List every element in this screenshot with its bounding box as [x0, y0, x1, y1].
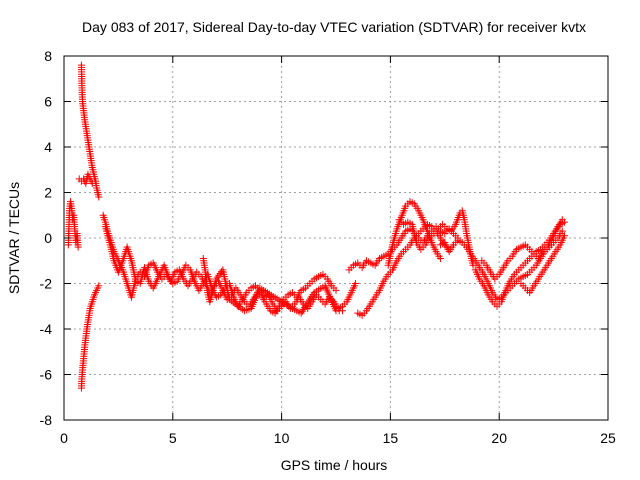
data-point [215, 271, 223, 279]
data-series-kvtx [64, 61, 568, 392]
grid [64, 56, 608, 420]
y-axis-title: SDTVAR / TECUs [6, 182, 22, 294]
data-point [560, 218, 568, 226]
x-tick-label: 5 [169, 430, 177, 446]
data-point [352, 280, 360, 287]
y-tick-label: 0 [44, 230, 52, 246]
y-tick-label: -6 [40, 367, 53, 383]
data-point [339, 307, 347, 315]
data-point [332, 286, 340, 294]
data-point [95, 193, 103, 201]
y-tick-label: 6 [44, 94, 52, 110]
x-tick-label: 15 [383, 430, 399, 446]
x-axis-title: GPS time / hours [281, 457, 388, 473]
data-point [212, 275, 220, 283]
chart-title: Day 083 of 2017, Sidereal Day-to-day VTE… [82, 19, 586, 35]
y-tick-label: 4 [44, 139, 52, 155]
x-tick-label: 20 [491, 430, 507, 446]
ticks: 0 5 10 15 20 25 -8 -6 -4 -2 0 2 4 6 8 [40, 48, 616, 446]
y-tick-label: -2 [40, 276, 53, 292]
x-tick-label: 0 [60, 430, 68, 446]
data-point [88, 179, 96, 187]
data-point [214, 273, 222, 281]
y-tick-label: -4 [40, 321, 53, 337]
data-point [558, 227, 566, 235]
data-point [216, 269, 224, 277]
x-tick-label: 25 [600, 430, 616, 446]
data-point [95, 282, 103, 290]
data-point [436, 254, 444, 262]
data-point [74, 243, 82, 251]
y-tick-label: 2 [44, 185, 52, 201]
x-tick-label: 10 [274, 430, 290, 446]
y-tick-label: 8 [44, 48, 52, 64]
y-tick-label: -8 [40, 412, 53, 428]
data-point [560, 232, 568, 240]
